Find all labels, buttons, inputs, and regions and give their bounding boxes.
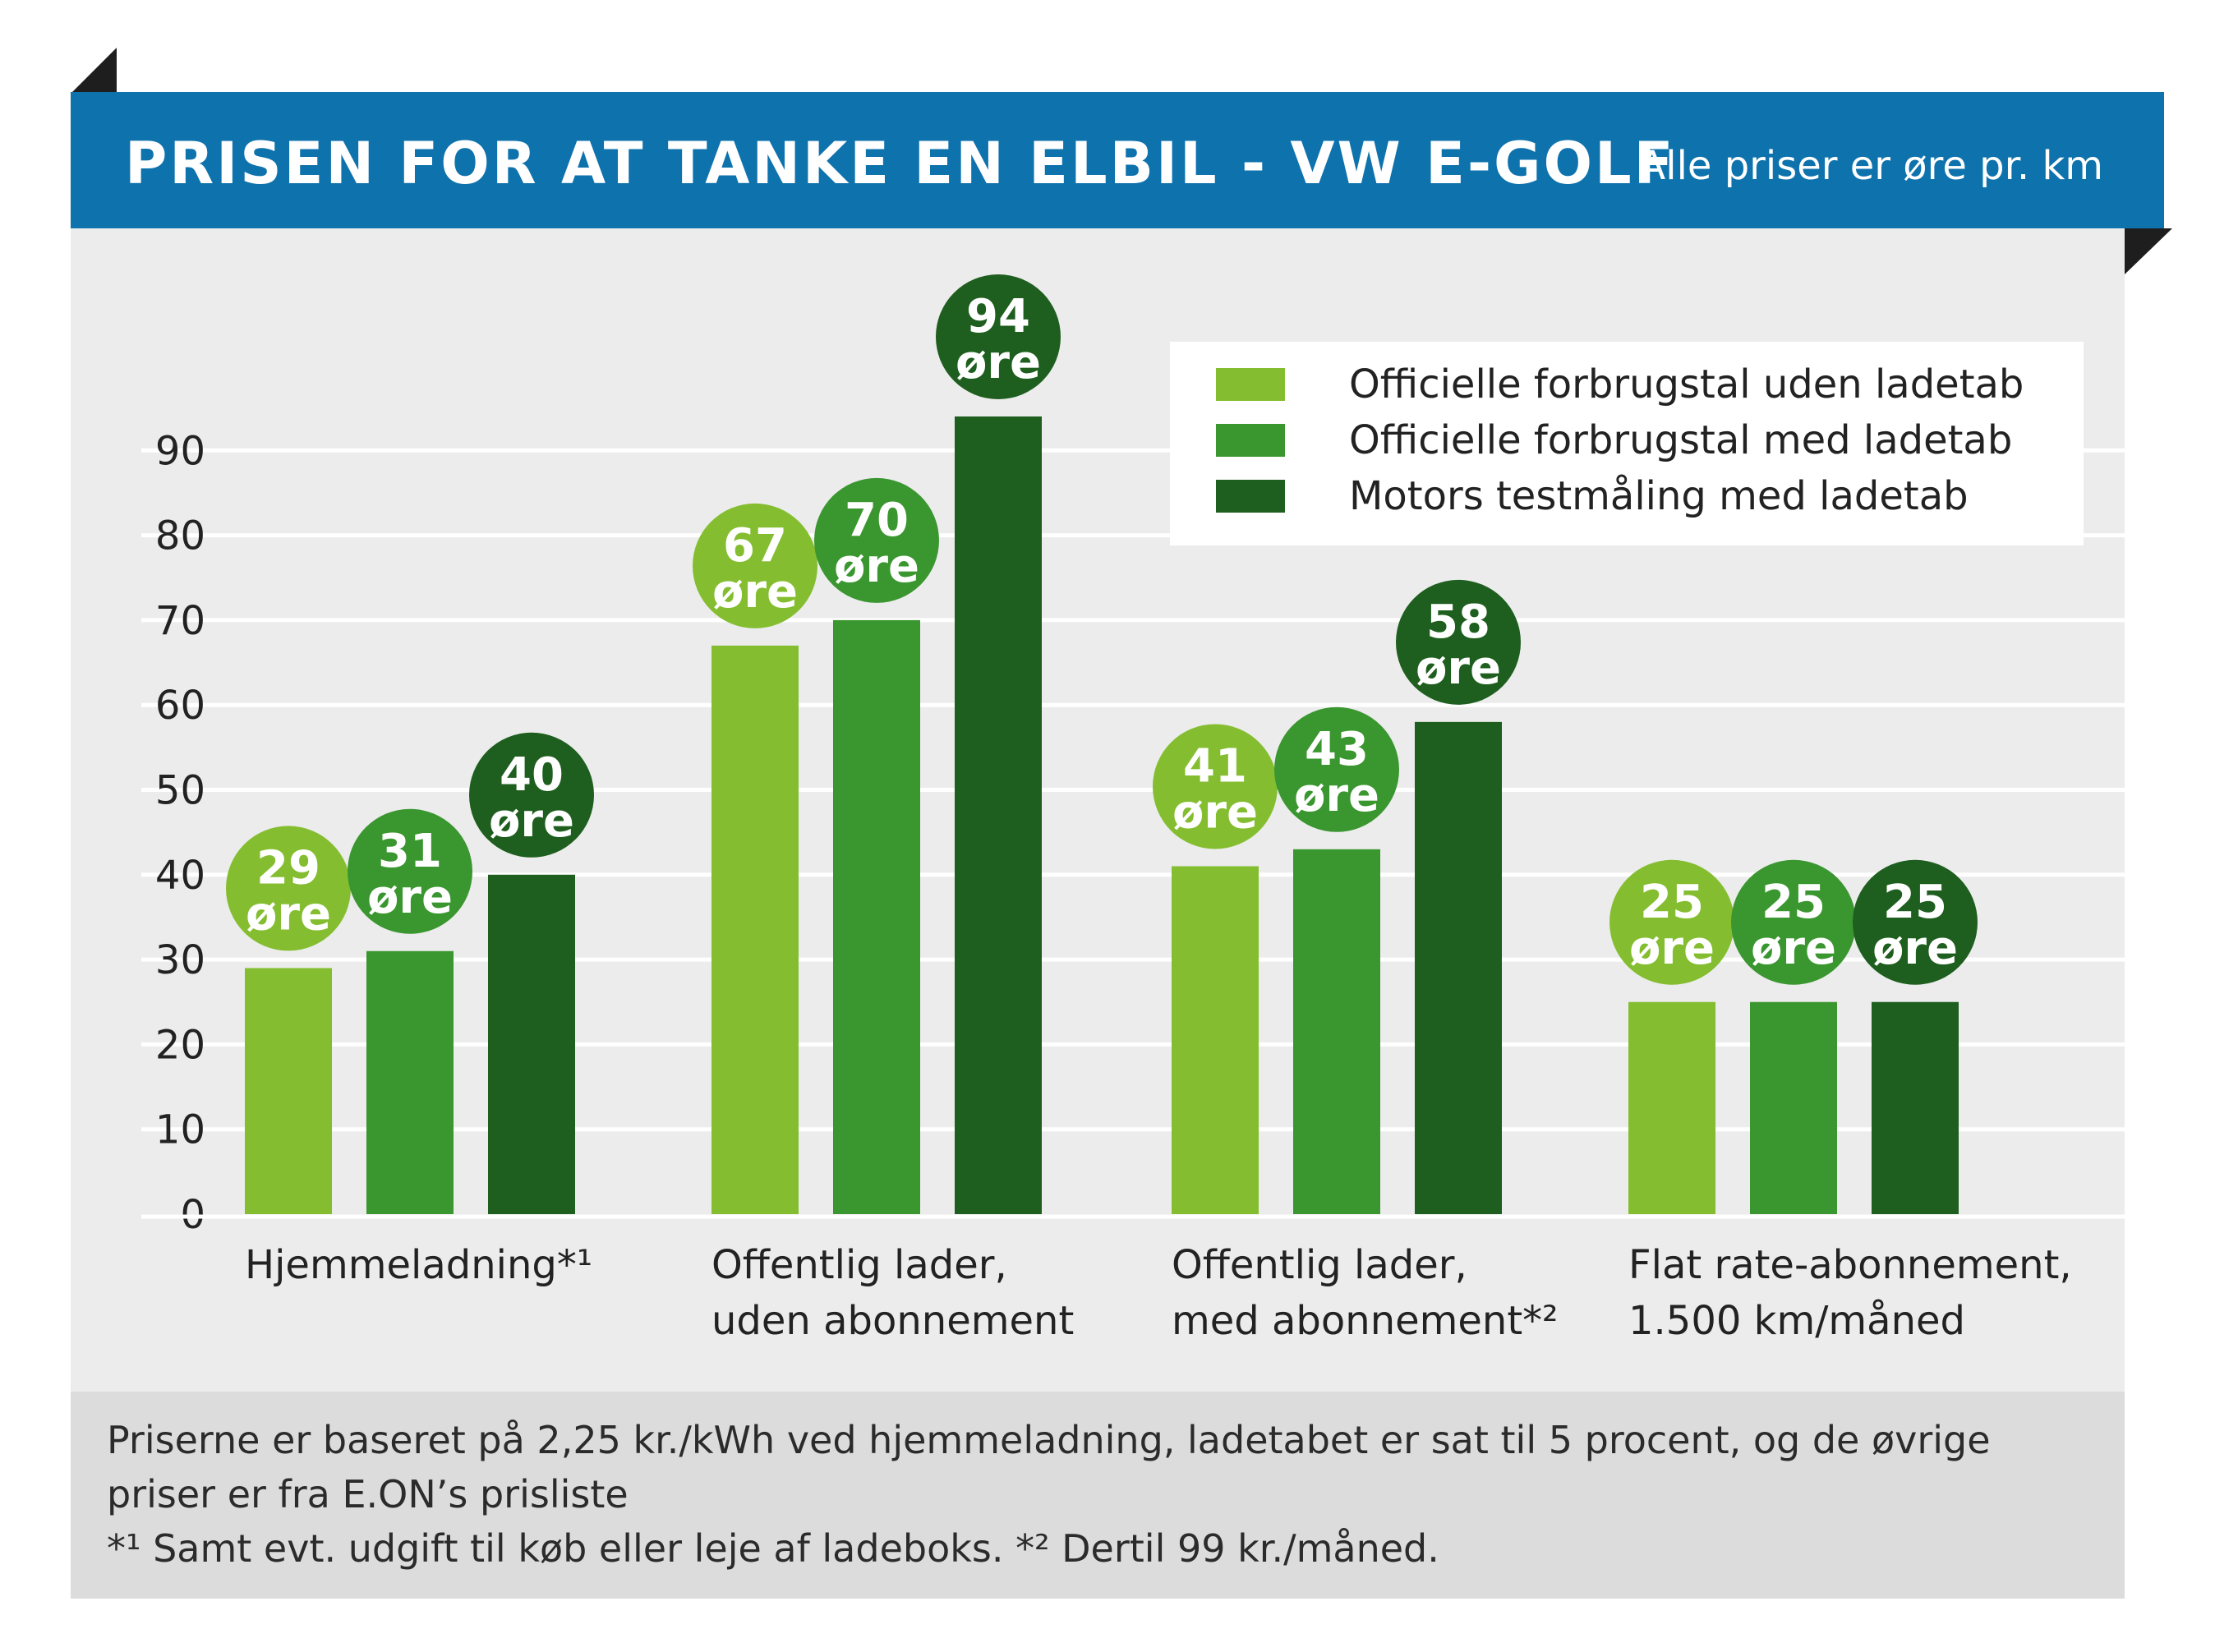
- value-bubble: [1731, 859, 1856, 985]
- value-bubble: [1396, 579, 1521, 705]
- data-label: 25: [1883, 876, 1947, 929]
- bar: [1628, 1001, 1715, 1214]
- y-tick-label: 40: [155, 853, 205, 899]
- y-tick-label: 80: [155, 513, 205, 559]
- bar: [1872, 1001, 1959, 1214]
- category-label: med abonnement*²: [1172, 1298, 1558, 1344]
- value-bubble: [226, 826, 351, 951]
- data-label-unit: øre: [712, 565, 798, 619]
- bar: [245, 968, 332, 1214]
- category-label: Flat rate-abonnement,: [1628, 1242, 2072, 1288]
- y-tick-label: 10: [155, 1107, 205, 1153]
- value-bubble: [1274, 706, 1399, 832]
- chart-title: PRISEN FOR AT TANKE EN ELBIL - VW E-GOLF: [125, 130, 1676, 197]
- data-label: 25: [1640, 876, 1704, 929]
- bar: [1293, 849, 1380, 1214]
- data-label-unit: øre: [834, 540, 919, 593]
- bar: [366, 950, 454, 1214]
- value-bubble: [1153, 724, 1278, 849]
- footnote-line: priser er fra E.ON’s prisliste: [107, 1472, 629, 1516]
- data-label-unit: øre: [367, 871, 453, 924]
- data-label: 70: [845, 494, 909, 547]
- bar: [833, 619, 920, 1214]
- corner-decoration: [72, 48, 117, 92]
- data-label-unit: øre: [489, 794, 574, 848]
- legend-entry: Officielle forbrugstal uden ladetab: [1349, 361, 2024, 407]
- footnote-line: *¹ Samt evt. udgift til køb eller leje a…: [107, 1526, 1439, 1571]
- category-label: Offentlig lader,: [711, 1242, 1007, 1288]
- bar: [1415, 721, 1502, 1214]
- value-bubble: [693, 503, 817, 628]
- bar: [955, 416, 1042, 1215]
- data-label-unit: øre: [956, 336, 1041, 389]
- value-bubble: [1609, 859, 1734, 985]
- data-label-unit: øre: [1872, 922, 1958, 975]
- legend-entry: Officielle forbrugstal med ladetab: [1349, 417, 2012, 463]
- value-bubble: [1853, 859, 1978, 985]
- y-tick-label: 60: [155, 683, 205, 729]
- bar: [488, 874, 575, 1214]
- bar: [1750, 1001, 1837, 1214]
- data-label-unit: øre: [1416, 642, 1501, 695]
- y-tick-label: 30: [155, 937, 205, 983]
- value-bubble: [469, 732, 594, 858]
- legend-swatch: [1216, 480, 1285, 513]
- bar: [1172, 866, 1259, 1214]
- category-label: uden abonnement: [711, 1298, 1074, 1344]
- legend-swatch: [1216, 368, 1285, 401]
- bar: [711, 645, 799, 1214]
- corner-decoration: [2125, 228, 2172, 274]
- footnote-box: Priserne er baseret på 2,25 kr./kWh ved …: [71, 1392, 2125, 1599]
- data-label: 31: [378, 825, 442, 878]
- data-label: 67: [723, 519, 787, 573]
- data-label: 43: [1305, 723, 1369, 776]
- chart-header: PRISEN FOR AT TANKE EN ELBIL - VW E-GOLF…: [71, 92, 2164, 228]
- data-label: 94: [966, 290, 1030, 343]
- data-label-unit: øre: [246, 887, 331, 941]
- value-bubble: [936, 274, 1061, 399]
- data-label: 25: [1761, 876, 1826, 929]
- y-tick-label: 90: [155, 428, 205, 474]
- data-label: 40: [500, 748, 564, 802]
- value-bubble: [814, 477, 939, 603]
- chart-unit-note: Alle priser er øre pr. km: [1638, 143, 2103, 189]
- legend-box: [1170, 342, 2084, 545]
- value-bubble: [348, 808, 472, 934]
- y-tick-label: 70: [155, 598, 205, 644]
- data-label-unit: øre: [1751, 922, 1836, 975]
- legend-entry: Motors testmåling med ladetab: [1349, 473, 1969, 519]
- data-label: 41: [1183, 739, 1247, 793]
- footnote-line: Priserne er baseret på 2,25 kr./kWh ved …: [107, 1418, 1991, 1462]
- category-label: 1.500 km/måned: [1628, 1298, 1965, 1344]
- data-label: 29: [256, 841, 320, 895]
- data-label-unit: øre: [1172, 785, 1258, 839]
- category-label: Hjemmeladning*¹: [245, 1242, 592, 1288]
- data-label: 58: [1426, 596, 1490, 649]
- data-label-unit: øre: [1629, 922, 1715, 975]
- category-label: Offentlig lader,: [1172, 1242, 1467, 1288]
- legend-swatch: [1216, 424, 1285, 457]
- data-label-unit: øre: [1294, 769, 1379, 822]
- y-tick-label: 20: [155, 1022, 205, 1068]
- y-tick-label: 50: [155, 768, 205, 814]
